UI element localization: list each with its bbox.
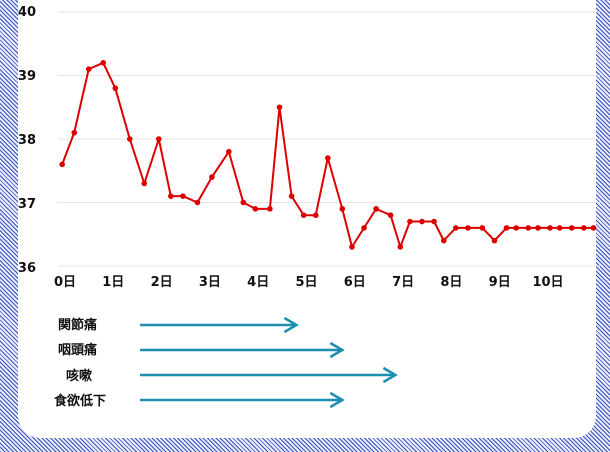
data-point-34 (491, 237, 498, 244)
data-point-35 (503, 225, 510, 231)
x-tick-10: 10日 (532, 275, 563, 290)
data-point-11 (209, 174, 215, 180)
symptom-arrowhead-0 (283, 316, 299, 334)
y-tick-40: 40 (18, 5, 36, 20)
data-point-24 (373, 206, 379, 212)
data-point-0 (59, 161, 65, 168)
data-point-25 (387, 212, 394, 218)
data-point-39 (547, 225, 553, 231)
x-tick-7: 7日 (392, 275, 414, 290)
data-point-18 (300, 212, 307, 218)
x-tick-2: 2日 (151, 275, 173, 290)
data-point-33 (479, 225, 486, 231)
data-point-4 (112, 85, 119, 91)
data-point-1 (71, 129, 78, 136)
data-point-38 (535, 225, 541, 231)
data-point-43 (590, 225, 597, 231)
temperature-line (61, 61, 594, 248)
x-tick-1: 1日 (102, 275, 124, 290)
y-tick-38: 38 (18, 133, 36, 148)
x-tick-6: 6日 (344, 275, 366, 290)
symptom-arrows (140, 316, 398, 409)
data-point-22 (349, 244, 355, 250)
data-point-26 (397, 244, 404, 250)
symptom-arrowhead-3 (329, 391, 345, 409)
data-point-40 (556, 225, 563, 231)
y-tick-37: 37 (18, 197, 36, 212)
data-point-31 (453, 225, 459, 231)
y-axis-ticks: 36 37 38 39 40 (18, 5, 36, 276)
data-point-32 (465, 225, 471, 231)
data-point-36 (513, 225, 519, 231)
data-point-16 (276, 104, 283, 111)
symptom-labels: 関節痛 咽頭痛 咳嗽 食欲低下 (54, 317, 106, 409)
data-point-6 (141, 180, 148, 187)
x-tick-3: 3日 (199, 275, 221, 290)
y-tick-39: 39 (18, 69, 36, 84)
symptom-arrowhead-2 (382, 366, 398, 384)
data-point-20 (325, 155, 331, 161)
data-point-17 (288, 193, 295, 199)
gridlines (58, 11, 600, 267)
data-point-42 (581, 225, 587, 231)
data-point-14 (252, 206, 259, 212)
x-tick-4: 4日 (247, 275, 269, 290)
symptom-label-joint-pain: 関節痛 (58, 317, 97, 333)
data-point-19 (312, 212, 319, 218)
symptom-arrowhead-1 (329, 341, 345, 359)
symptom-label-sore-throat: 咽頭痛 (58, 342, 97, 358)
x-tick-0: 0日 (54, 275, 76, 290)
data-point-21 (339, 206, 346, 212)
data-point-23 (361, 225, 367, 231)
temperature-series (59, 60, 597, 250)
data-point-2 (85, 66, 92, 72)
x-tick-9: 9日 (489, 275, 511, 290)
x-tick-5: 5日 (295, 275, 317, 290)
data-point-15 (267, 206, 273, 212)
data-point-41 (568, 225, 575, 231)
data-point-29 (431, 218, 437, 225)
chart-panel (18, 0, 596, 438)
data-point-8 (168, 193, 174, 199)
x-axis-ticks: 0日 1日 2日 3日 4日 5日 6日 7日 8日 9日 10日 (54, 275, 564, 290)
data-point-27 (407, 218, 413, 225)
data-point-5 (126, 136, 133, 142)
data-point-3 (100, 60, 107, 66)
data-point-10 (194, 199, 201, 206)
data-point-12 (226, 148, 232, 155)
symptom-label-appetite-loss: 食欲低下 (54, 393, 106, 409)
data-point-37 (525, 225, 532, 231)
data-point-7 (155, 136, 162, 142)
x-tick-8: 8日 (440, 275, 462, 290)
data-point-30 (440, 237, 447, 244)
y-tick-36: 36 (18, 261, 36, 276)
data-point-9 (180, 193, 186, 199)
symptom-label-cough: 咳嗽 (66, 368, 92, 384)
data-point-28 (419, 218, 425, 225)
data-point-13 (240, 199, 247, 206)
